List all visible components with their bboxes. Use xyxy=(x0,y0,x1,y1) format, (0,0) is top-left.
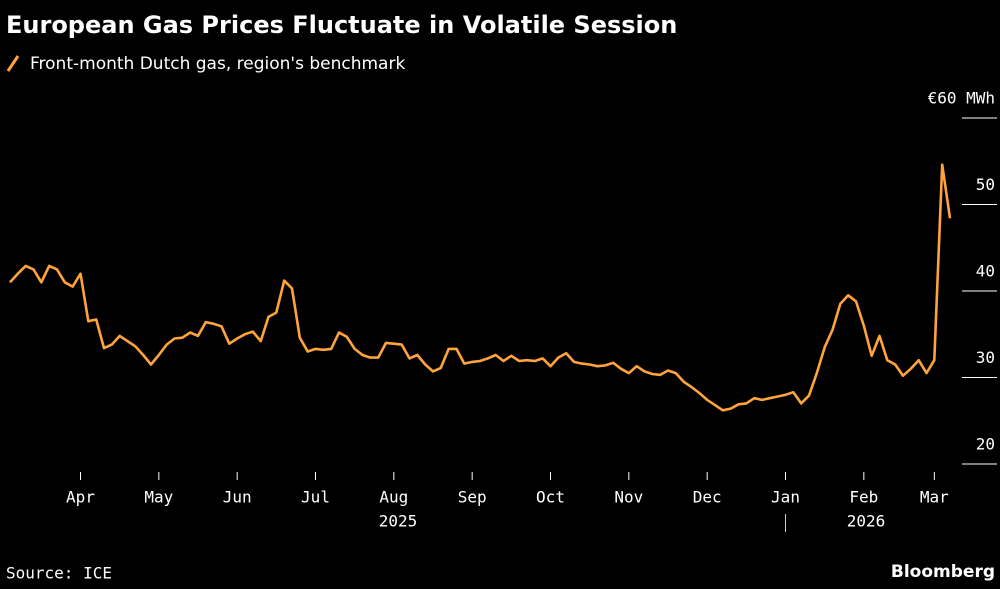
year-label: 2025 xyxy=(379,512,418,531)
x-tick-label: Apr xyxy=(66,488,95,507)
legend-label: Front-month Dutch gas, region's benchmar… xyxy=(30,54,405,74)
x-tick-label: Sep xyxy=(458,488,487,507)
price-line xyxy=(9,163,952,412)
x-tick-label: Aug xyxy=(379,488,408,507)
x-tick-label: Nov xyxy=(614,488,643,507)
x-tick-label: Jul xyxy=(301,488,330,507)
legend-swatch xyxy=(6,55,20,72)
brand: Bloomberg xyxy=(891,562,995,582)
x-tick-label: Feb xyxy=(849,488,878,507)
x-tick-label: Dec xyxy=(693,488,722,507)
chart-title: European Gas Prices Fluctuate in Volatil… xyxy=(6,11,677,39)
x-tick-label: Jan xyxy=(771,488,800,507)
x-tick-label: Jun xyxy=(223,488,252,507)
year-label: 2026 xyxy=(847,512,886,531)
y-tick-label: €60 MWh xyxy=(928,89,995,108)
y-tick-label: 40 xyxy=(976,261,995,280)
y-tick-label: 20 xyxy=(976,434,995,453)
y-tick-label: 30 xyxy=(976,348,995,367)
x-tick-label: Oct xyxy=(536,488,565,507)
x-tick-label: May xyxy=(144,488,173,507)
y-tick-label: 50 xyxy=(976,175,995,194)
x-tick-label: Mar xyxy=(920,488,949,507)
source: Source: ICE xyxy=(6,564,112,583)
